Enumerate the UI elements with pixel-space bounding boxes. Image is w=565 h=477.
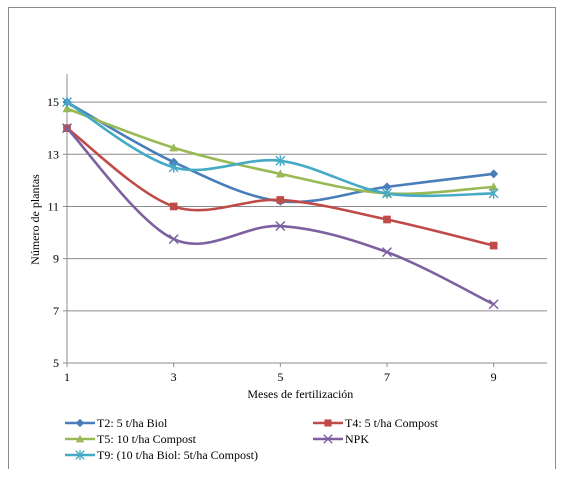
series-line — [66, 127, 495, 306]
x-tick-label: 3 — [171, 370, 177, 384]
series-2 — [63, 124, 498, 250]
data-point — [276, 196, 285, 204]
gridlines — [67, 101, 547, 364]
series-line — [66, 100, 494, 204]
data-point — [488, 299, 499, 310]
series-1 — [62, 97, 499, 206]
data-point — [383, 215, 391, 224]
y-tick-label: 5 — [53, 356, 59, 370]
data-point — [169, 143, 179, 152]
legend-label: T5: 10 t/ha Compost — [97, 432, 197, 446]
legend-item: NPK — [313, 432, 369, 446]
x-tick-labels: 1 3 5 7 9 — [64, 370, 497, 384]
series-4 — [62, 123, 499, 310]
data-point — [168, 161, 179, 173]
data-point — [488, 188, 499, 199]
x-tick-label: 5 — [277, 370, 283, 384]
x-tick-label: 7 — [384, 370, 390, 384]
y-tick-label: 9 — [53, 252, 59, 266]
axes — [63, 74, 547, 367]
legend-label: T2: 5 t/ha Biol — [97, 416, 168, 430]
legend-marker — [324, 419, 332, 427]
data-point — [62, 96, 72, 108]
data-point — [382, 247, 392, 258]
data-point — [489, 169, 499, 179]
data-point — [382, 188, 392, 199]
legend-item: T4: 5 t/ha Compost — [313, 416, 439, 430]
legend-marker — [75, 418, 85, 428]
legend-label: T4: 5 t/ha Compost — [345, 416, 439, 430]
data-point — [62, 104, 72, 113]
data-point — [489, 241, 498, 250]
y-tick-label: 7 — [53, 304, 59, 318]
data-point — [275, 221, 286, 232]
y-tick-labels: 5 7 9 11 13 15 — [47, 95, 59, 370]
legend-item: T9: (10 t/ha Biol: 5t/ha Compost) — [65, 448, 258, 462]
legend-marker — [323, 434, 333, 444]
y-tick-label: 15 — [47, 95, 59, 109]
series-lines — [62, 96, 499, 310]
data-point — [489, 182, 499, 191]
x-axis-title: Meses de fertilización — [247, 387, 353, 401]
legend-label: T9: (10 t/ha Biol: 5t/ha Compost) — [97, 448, 258, 462]
data-point — [168, 234, 179, 245]
y-tick-label: 13 — [47, 147, 59, 161]
x-tick-label: 9 — [491, 370, 497, 384]
legend: T2: 5 t/ha Biol T4: 5 t/ha Compost T5: 10 … — [65, 416, 439, 462]
y-axis-title: Número de plantas — [28, 174, 42, 265]
x-tick-label: 1 — [64, 370, 70, 384]
y-tick-label: 11 — [47, 199, 59, 213]
legend-marker — [75, 449, 85, 461]
legend-label: NPK — [345, 432, 369, 446]
legend-item: T5: 10 t/ha Compost — [65, 432, 197, 446]
data-point — [275, 155, 286, 167]
data-point — [62, 123, 72, 134]
data-point — [382, 182, 392, 192]
legend-item: T2: 5 t/ha Biol — [65, 416, 168, 430]
data-point — [275, 169, 285, 178]
legend-marker — [75, 434, 85, 443]
series-3 — [62, 104, 499, 198]
series-5 — [62, 96, 499, 199]
data-point — [169, 202, 178, 211]
